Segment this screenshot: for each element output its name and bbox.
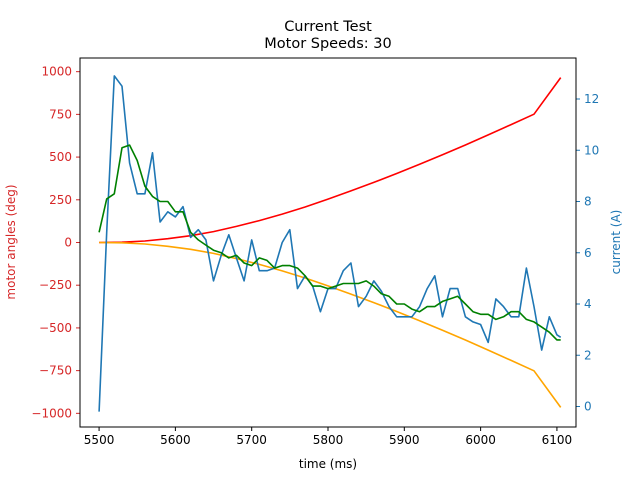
x-axis-label: time (ms): [299, 457, 357, 471]
plot-frame: [79, 57, 577, 428]
y-left-tick-label: 500: [49, 150, 72, 164]
plot-lines: [98, 75, 562, 412]
y-right-tick-label: 6: [584, 246, 592, 260]
series-line-angle-pos: [99, 77, 562, 244]
y-left-tick-label: 1000: [41, 65, 72, 79]
x-tick-label: 5600: [160, 433, 191, 447]
y-left-tick-label: −1000: [31, 406, 72, 420]
y-left-tick-label: −750: [39, 364, 72, 378]
y-left-tick-label: −250: [39, 278, 72, 292]
y-right-tick-label: 4: [584, 297, 592, 311]
x-tick-label: 6100: [542, 433, 573, 447]
chart-subtitle: Motor Speeds: 30: [264, 36, 391, 52]
y-right-tick-label: 12: [584, 92, 599, 106]
x-tick-label: 5900: [389, 433, 420, 447]
x-tick-label: 5500: [84, 433, 115, 447]
series-line-current-raw: [98, 75, 562, 412]
y-right-tick-label: 0: [584, 400, 592, 414]
series-line-angle-neg: [99, 241, 562, 408]
x-tick-label: 5800: [313, 433, 344, 447]
series-line-current-smooth: [98, 144, 561, 341]
x-tick-label: 5700: [236, 433, 267, 447]
y-left-tick-label: −500: [39, 321, 72, 335]
x-tick-label: 6000: [465, 433, 496, 447]
y-right-tick-label: 2: [584, 348, 592, 362]
y-axis-right-label: current (A): [609, 210, 623, 275]
y-left-tick-label: 750: [49, 107, 72, 121]
y-left-tick-label: 250: [49, 193, 72, 207]
axis-ticks: 5500 5600 5700 5800 5900 6000 6100−1000−750−50…: [31, 65, 599, 447]
y-right-tick-label: 10: [584, 143, 599, 157]
chart-title: Current Test: [284, 19, 372, 35]
y-left-tick-label: 0: [64, 236, 72, 250]
y-axis-left-label: motor angles (deg): [4, 184, 18, 299]
y-right-tick-label: 8: [584, 195, 592, 209]
